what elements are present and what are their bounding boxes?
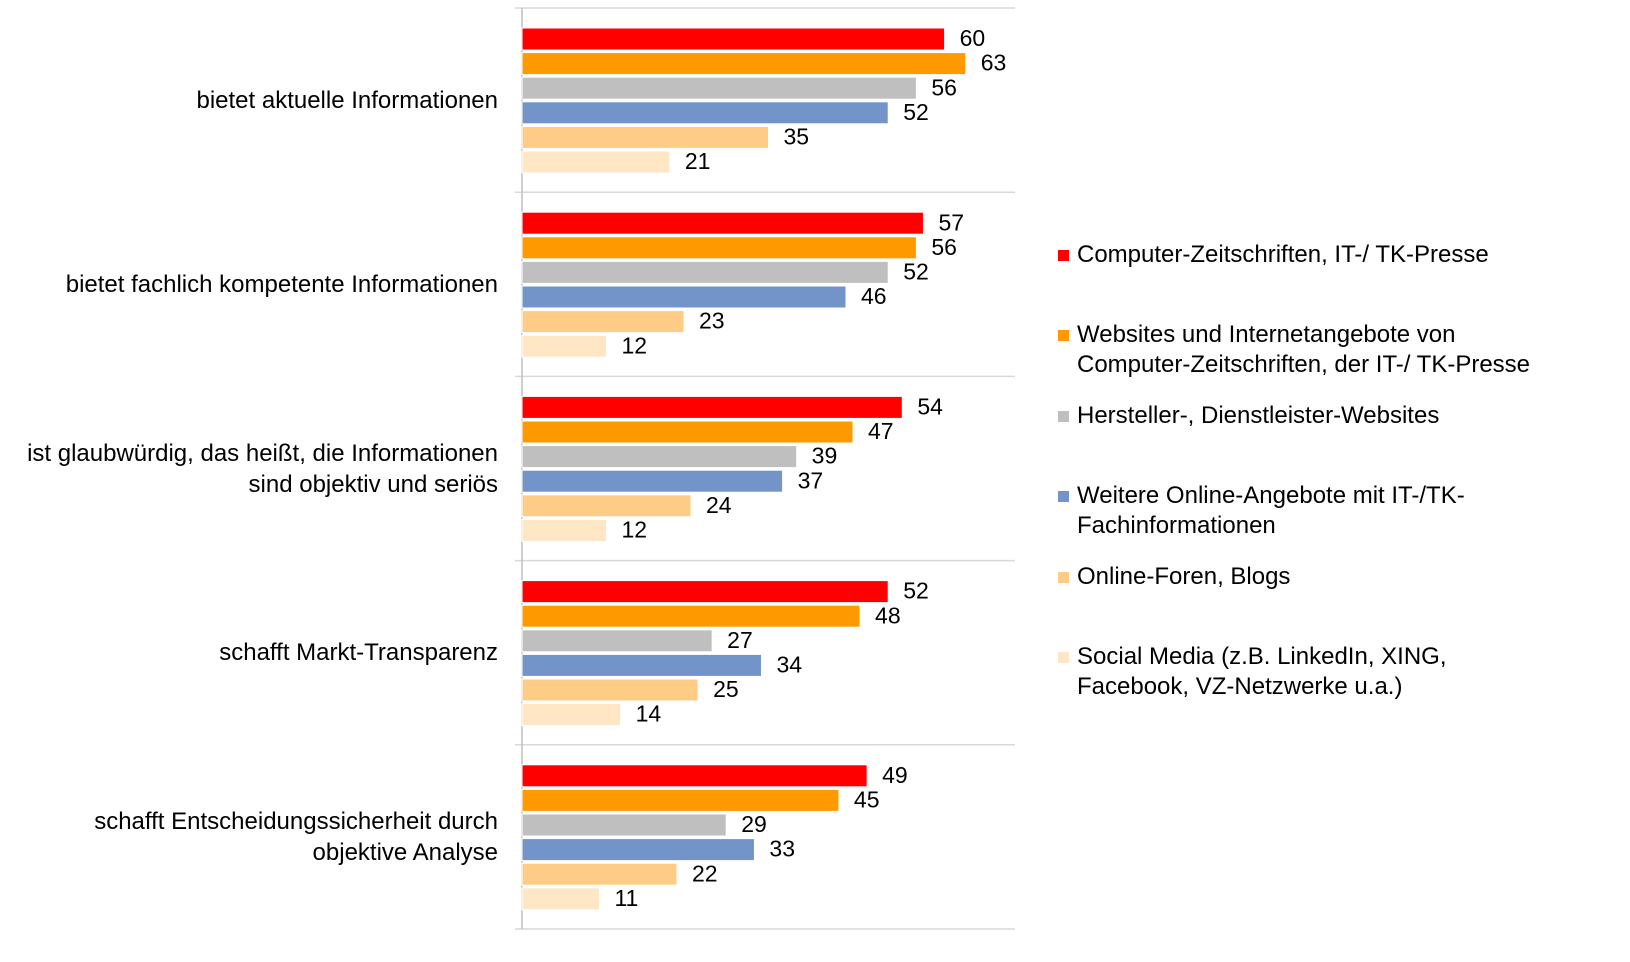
legend-item: Online-Foren, Blogs: [1058, 562, 1558, 592]
legend-item: Weitere Online-Angebote mit IT-/TK-Fachi…: [1058, 481, 1558, 541]
value-label: 22: [692, 860, 718, 886]
value-label: 25: [713, 676, 739, 702]
category-label: ist glaubwürdig, das heißt, die Informat…: [27, 439, 498, 498]
bar: [521, 76, 917, 100]
bar: [521, 678, 699, 702]
value-label: 11: [614, 885, 638, 911]
value-label: 48: [875, 602, 901, 628]
value-label: 52: [903, 578, 929, 604]
bar: [521, 125, 769, 149]
bar: [521, 862, 678, 886]
value-label: 27: [727, 627, 753, 653]
bar: [521, 887, 600, 911]
value-label: 37: [798, 467, 824, 493]
bar: [521, 580, 889, 604]
legend-item: Websites und Internetangebote von Comput…: [1058, 320, 1558, 380]
legend-label: Websites und Internetangebote von Comput…: [1077, 321, 1531, 379]
legend-label: Weitere Online-Angebote mit IT-/TK-Fachi…: [1077, 482, 1465, 540]
bar: [521, 27, 946, 51]
bar: [521, 629, 713, 653]
legend-label: Computer-Zeitschriften, IT-/ TK-Presse: [1077, 241, 1489, 268]
value-label: 33: [769, 836, 795, 862]
value-label: 21: [685, 148, 711, 174]
value-label: 54: [917, 393, 943, 419]
value-label: 47: [868, 418, 894, 444]
legend-swatch: [1058, 410, 1069, 422]
legend-swatch: [1058, 330, 1069, 342]
bar: [521, 150, 671, 174]
bar: [521, 334, 608, 358]
category-label: bietet aktuelle Informationen: [196, 86, 498, 114]
bar: [521, 604, 861, 628]
value-label: 46: [861, 283, 887, 309]
bar: [521, 101, 889, 125]
bar: [521, 518, 608, 542]
legend-item: Computer-Zeitschriften, IT-/ TK-Presse: [1058, 240, 1558, 270]
category-label: schafft Markt-Transparenz: [219, 639, 498, 667]
legend-label: Online-Foren, Blogs: [1077, 562, 1291, 590]
value-label: 34: [776, 651, 802, 677]
value-label: 29: [741, 811, 767, 837]
bar: [521, 445, 798, 469]
value-label: 52: [903, 99, 929, 125]
legend-swatch: [1058, 571, 1069, 583]
bar: [521, 653, 762, 677]
legend-item: Social Media (z.B. LinkedIn, XING, Faceb…: [1058, 642, 1558, 702]
bar: [521, 469, 784, 493]
legend-item: Hersteller-, Dienstleister-Websites: [1058, 401, 1558, 431]
value-label: 35: [784, 123, 810, 149]
legend-label: Social Media (z.B. LinkedIn, XING, Faceb…: [1077, 643, 1447, 700]
legend-swatch: [1058, 491, 1069, 503]
value-label: 39: [812, 443, 838, 469]
value-label: 45: [854, 786, 880, 812]
value-label: 49: [882, 762, 908, 788]
bar: [521, 211, 924, 235]
bar: [521, 285, 847, 309]
category-label: schafft Entscheidungssicherheit durch ob…: [94, 807, 498, 866]
value-label: 56: [931, 74, 957, 100]
bar: [521, 494, 692, 518]
legend-swatch: [1058, 652, 1069, 663]
bar: [521, 395, 903, 419]
legend-label: Hersteller-, Dienstleister-Websites: [1077, 401, 1440, 429]
bar: [521, 260, 889, 284]
bar: [521, 310, 685, 334]
value-label: 23: [699, 308, 725, 334]
value-label: 63: [981, 50, 1007, 76]
value-label: 12: [622, 516, 648, 542]
value-label: 60: [960, 25, 986, 51]
value-label: 56: [931, 234, 957, 260]
value-label: 14: [636, 701, 662, 727]
bar: [521, 838, 755, 862]
bar: [521, 788, 840, 812]
value-label: 12: [622, 332, 648, 358]
value-label: 57: [938, 209, 964, 235]
bar: [521, 420, 854, 444]
bar: [521, 813, 727, 837]
bar: [521, 52, 967, 76]
legend-swatch: [1058, 250, 1069, 261]
value-label: 24: [706, 492, 732, 518]
bar: [521, 764, 868, 788]
bar: [521, 703, 622, 727]
category-label: bietet fachlich kompetente Informationen: [65, 270, 498, 298]
value-label: 52: [903, 258, 929, 284]
bar: [521, 236, 917, 260]
